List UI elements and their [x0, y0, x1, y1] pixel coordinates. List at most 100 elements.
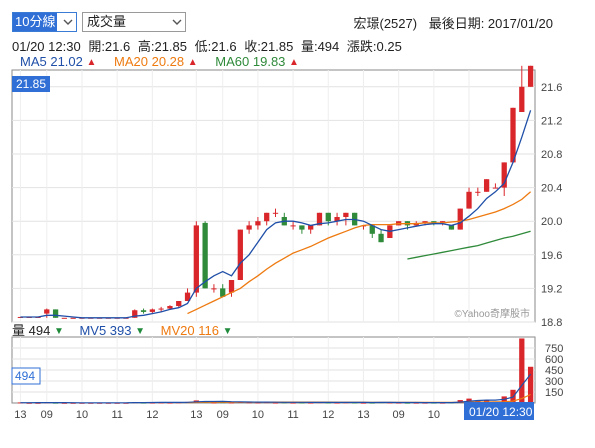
interval-select[interactable]: 10分線: [12, 12, 77, 32]
candle: [448, 225, 455, 230]
volume-legend: 量 494 ▼ MV5 393 ▼ MV20 116 ▼: [12, 320, 245, 339]
volume-tick-label: 150: [545, 387, 563, 399]
volume-bar: [334, 402, 340, 404]
volume-bar: [17, 402, 24, 404]
candle: [308, 225, 314, 230]
volume-bar: [35, 402, 41, 404]
time-tick-label: 09: [393, 409, 405, 421]
candle: [422, 221, 428, 223]
time-tick-label: 11: [111, 409, 122, 421]
candle: [334, 217, 340, 222]
price-tick-label: 21.2: [541, 115, 562, 127]
price-plot[interactable]: [17, 65, 534, 319]
candle: [17, 316, 24, 318]
time-tick-label: 09: [217, 409, 229, 421]
ma-legend: MA5 21.02 ▲ MA20 20.28 ▲ MA60 19.83 ▲: [20, 54, 313, 69]
candle: [132, 310, 138, 318]
current-price-marker: 21.85: [12, 76, 50, 92]
candle: [246, 225, 252, 230]
candle: [369, 225, 375, 234]
chevron-down-icon: [172, 19, 182, 25]
price-tick-label: 20.0: [541, 216, 562, 228]
ohlc-close: 收:21.85: [244, 39, 294, 54]
candle: [52, 309, 59, 318]
up-arrow-icon: ▲: [187, 57, 198, 68]
candle: [193, 225, 199, 293]
candle: [325, 212, 331, 222]
ohlc-low: 低:21.6: [194, 39, 237, 54]
price-tick-label: 20.8: [541, 149, 562, 161]
volume-bar: [255, 402, 261, 404]
current-volume-label: 494: [15, 369, 35, 383]
candle: [439, 221, 446, 223]
ohlc-open: 開:21.6: [88, 39, 131, 54]
volume-bar: [519, 338, 525, 403]
ohlc-readout: 01/20 12:30 開:21.6 高:21.85 低:21.6 收:21.8…: [12, 36, 406, 55]
price-tick-label: 18.8: [541, 317, 562, 329]
time-tick-label: 13: [14, 409, 26, 421]
volume-bar: [290, 402, 296, 404]
indicator-select[interactable]: 成交量: [82, 12, 186, 32]
price-grid: [11, 69, 536, 323]
time-tick-label: 11: [287, 409, 298, 421]
candle: [220, 288, 226, 297]
candle: [237, 229, 243, 280]
ohlc-high: 高:21.85: [137, 39, 188, 54]
candle: [483, 179, 490, 192]
legend-volume-label: 量 494: [12, 323, 51, 338]
up-arrow-icon: ▲: [289, 57, 299, 68]
down-arrow-icon: ▼: [222, 326, 233, 337]
candle: [61, 317, 68, 319]
mv5-line: [20, 373, 532, 404]
legend-volume: 量 494 ▼: [12, 323, 64, 338]
candle: [475, 191, 481, 193]
candle: [466, 191, 472, 209]
legend-mv20: MV20 116 ▼: [161, 323, 233, 338]
candle: [519, 86, 525, 112]
price-tick-label: 20.4: [541, 183, 562, 195]
candle: [378, 233, 384, 243]
candle: [264, 212, 270, 222]
legend-ma20: MA20 20.28 ▲: [114, 54, 198, 69]
time-tick-label: 10: [428, 409, 440, 421]
candle: [290, 225, 296, 227]
down-arrow-icon: ▼: [53, 326, 64, 337]
candle: [343, 212, 349, 217]
time-tick-label: 12: [322, 409, 334, 421]
candle: [299, 225, 305, 230]
time-tick-label: 10: [252, 409, 264, 421]
volume-grid: [11, 336, 536, 404]
candle: [202, 222, 208, 289]
up-arrow-icon: ▲: [86, 57, 97, 68]
candle: [140, 310, 147, 312]
time-tick-label: 09: [41, 409, 53, 421]
legend-ma20-label: MA20 20.28: [114, 54, 185, 69]
candle: [158, 308, 164, 310]
volume-bar: [167, 402, 173, 404]
interval-value: 10分線: [13, 13, 58, 31]
current-price-label: 21.85: [16, 77, 46, 91]
indicator-value: 成交量: [87, 14, 127, 29]
ohlc-volume: 量:494: [300, 39, 340, 54]
time-tick-label: 12: [146, 409, 158, 421]
candle: [492, 187, 499, 189]
volume-bar: [308, 402, 314, 404]
time-tick-label: 13: [190, 409, 202, 421]
volume-tick-label: 450: [545, 365, 563, 377]
volume-bar: [360, 402, 367, 404]
candle: [510, 107, 516, 163]
candle: [44, 309, 50, 314]
candle: [211, 288, 217, 290]
candle: [501, 162, 507, 188]
candle: [527, 65, 534, 87]
stock-info: 宏璟(2527) 最後日期: 2017/01/20: [345, 13, 553, 32]
watermark: ©Yahoo奇摩股市: [454, 307, 530, 320]
chevron-down-icon: [63, 19, 73, 25]
time-tick-label: 10: [76, 409, 88, 421]
volume-bar: [272, 402, 279, 404]
ma60-line: [407, 230, 531, 260]
time-axis: 1309101112130910111213091011: [14, 409, 474, 421]
candle: [457, 208, 463, 230]
